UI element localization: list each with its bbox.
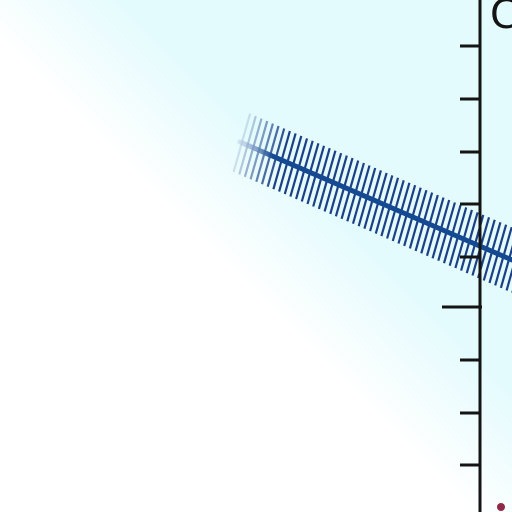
band-line-icon	[237, 139, 512, 263]
point-icon	[497, 503, 505, 511]
y-axis-icon	[442, 0, 482, 512]
axis-label: C	[490, 0, 512, 38]
hatch-stroke	[505, 267, 512, 291]
